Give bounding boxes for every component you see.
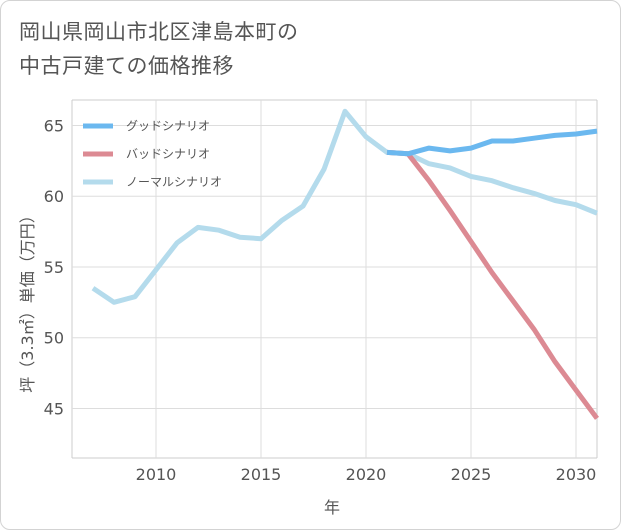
x-tick-label: 2025 [451,465,492,484]
chart-title-line-2: 中古戸建ての価格推移 [19,54,234,78]
x-tick-labels: 2010 2015 2020 2025 2030 [136,465,597,484]
legend-label-1: バッドシナリオ [126,147,210,161]
series-line-0 [386,128,598,157]
legend-label-2: ノーマルシナリオ [126,175,222,189]
grid-lines [71,99,598,459]
series-line-1 [386,149,600,420]
series-lines [91,108,600,420]
y-tick-label: 60 [44,187,64,206]
series-line-2 [91,108,598,305]
chart-title-line-1: 岡山県岡山市北区津島本町の [19,20,299,44]
y-tick-label: 50 [44,329,64,348]
y-tick-label: 55 [44,258,64,277]
x-tick-label: 2030 [556,465,597,484]
x-tick-label: 2020 [346,465,387,484]
y-tick-label: 65 [44,116,64,135]
x-tick-label: 2010 [136,465,177,484]
x-axis-title: 年 [324,498,340,517]
legend-label-0: グッドシナリオ [126,119,210,133]
y-tick-label: 45 [44,399,64,418]
x-tick-label: 2015 [241,465,282,484]
chart-title: 岡山県岡山市北区津島本町の 中古戸建ての価格推移 [19,15,299,83]
y-axis-title: 坪（3.3㎡）単価（万円） [18,207,37,392]
y-tick-labels: 45 50 55 60 65 [44,116,64,418]
